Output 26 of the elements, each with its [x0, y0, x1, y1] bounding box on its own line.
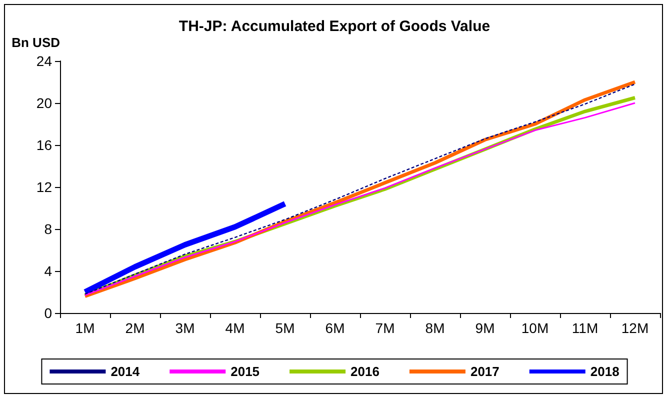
x-tick-label: 2M: [125, 320, 145, 336]
x-tick-label: 12M: [621, 320, 649, 336]
x-tick-label: 9M: [475, 320, 495, 336]
y-tick-label: 24: [36, 53, 52, 69]
legend-label: 2014: [110, 364, 140, 379]
x-tick-label: 8M: [425, 320, 445, 336]
y-tick-label: 0: [44, 305, 52, 321]
legend-label: 2015: [230, 364, 260, 379]
x-tick-label: 6M: [325, 320, 345, 336]
y-tick-label: 8: [44, 221, 52, 237]
x-tick-label: 3M: [175, 320, 195, 336]
y-axis-title: Bn USD: [12, 35, 60, 50]
x-tick-label: 4M: [225, 320, 245, 336]
x-tick-label: 1M: [75, 320, 95, 336]
y-tick-label: 12: [36, 179, 52, 195]
x-tick-label: 5M: [275, 320, 295, 336]
y-tick-label: 16: [36, 137, 52, 153]
legend-label: 2016: [350, 364, 380, 379]
legend-label: 2018: [590, 364, 620, 379]
y-tick-label: 20: [36, 95, 52, 111]
chart-title: TH-JP: Accumulated Export of Goods Value: [178, 18, 490, 35]
x-tick-label: 11M: [572, 320, 598, 336]
legend-label: 2017: [470, 364, 500, 379]
x-tick-label: 7M: [375, 320, 395, 336]
x-tick-label: 10M: [521, 320, 549, 336]
y-tick-label: 4: [44, 263, 52, 279]
